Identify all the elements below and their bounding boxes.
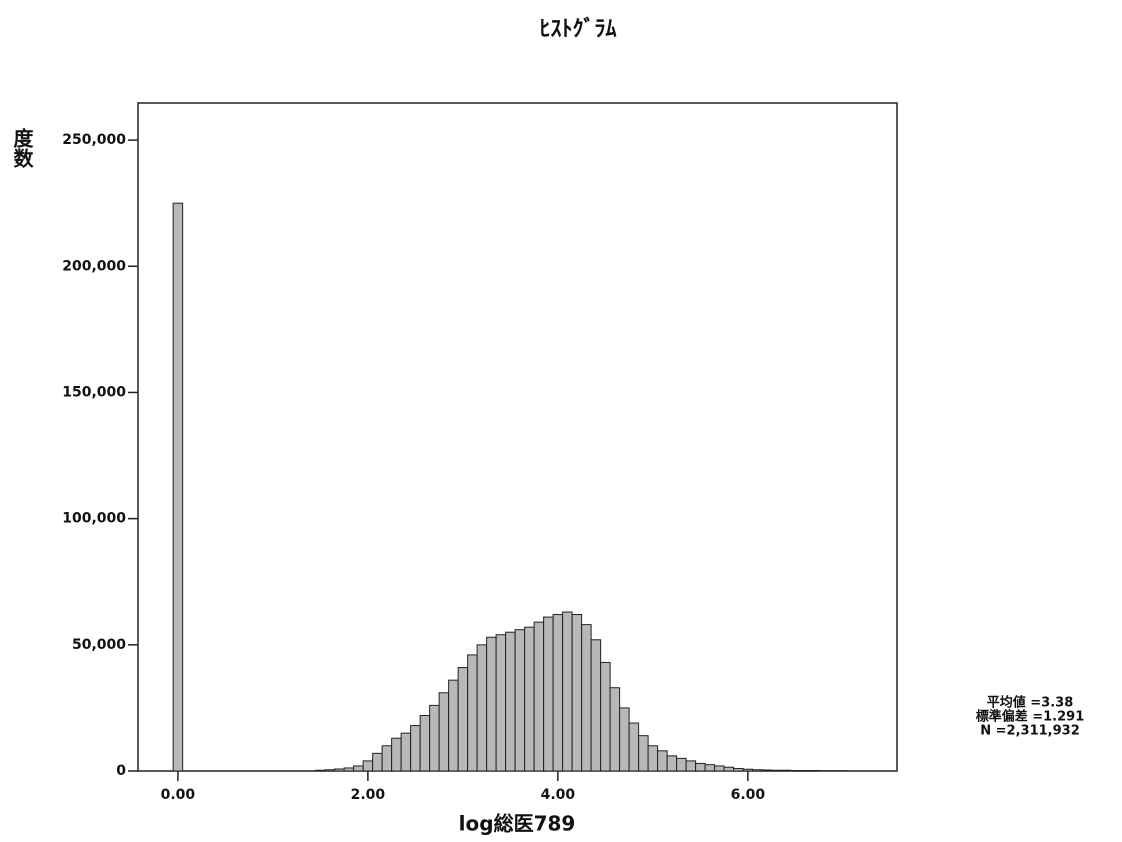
bar	[724, 767, 733, 771]
bar	[449, 680, 458, 771]
bar	[344, 768, 353, 771]
chart-title: ﾋｽﾄｸﾞﾗﾑ	[539, 16, 616, 42]
bar	[734, 768, 743, 771]
bar	[477, 645, 486, 771]
bar	[487, 637, 496, 771]
bar	[392, 738, 401, 771]
x-tick-label: 4.00	[541, 787, 576, 803]
x-tick-label: 0.00	[161, 787, 196, 803]
bar	[591, 640, 600, 771]
stats-line: 標準偏差 =1.291	[976, 709, 1085, 725]
bar	[743, 769, 752, 771]
bar	[515, 630, 524, 771]
y-tick-label: 100,000	[62, 511, 126, 527]
bar	[791, 770, 800, 771]
bar	[582, 625, 591, 771]
bar	[686, 761, 695, 771]
bar	[715, 766, 724, 771]
bar	[620, 708, 629, 771]
bar	[544, 617, 553, 771]
bar	[753, 770, 762, 771]
bar	[439, 693, 448, 771]
bar	[658, 751, 667, 771]
bar	[781, 770, 790, 771]
bar	[316, 770, 325, 771]
y-tick-label: 0	[116, 763, 126, 779]
bar	[335, 769, 344, 771]
bar	[639, 736, 648, 771]
bar	[325, 770, 334, 771]
bar	[468, 655, 477, 771]
bar	[601, 662, 610, 771]
bar	[572, 615, 581, 771]
stats-line: 平均値 =3.38	[987, 695, 1074, 711]
bar	[363, 761, 372, 771]
bar	[458, 668, 467, 771]
y-tick-label: 250,000	[62, 132, 126, 148]
bar	[629, 723, 638, 771]
bar	[677, 758, 686, 771]
x-axis-label: log総医789	[459, 812, 576, 836]
x-tick-label: 6.00	[731, 787, 766, 803]
y-tick-label: 150,000	[62, 384, 126, 400]
bar	[667, 756, 676, 771]
y-axis-label: 度数	[10, 127, 34, 169]
bar	[553, 615, 562, 771]
y-tick-label: 200,000	[62, 258, 126, 274]
bar	[534, 622, 543, 771]
bar	[696, 763, 705, 771]
bar	[705, 765, 714, 771]
bar	[354, 766, 363, 771]
bar	[373, 753, 382, 771]
bar	[382, 746, 391, 771]
bar	[411, 726, 420, 771]
bar	[810, 770, 819, 771]
x-tick-label: 2.00	[351, 787, 386, 803]
bar	[772, 770, 781, 771]
bar	[420, 715, 429, 771]
bar	[496, 635, 505, 771]
bar	[173, 203, 182, 771]
bar	[648, 746, 657, 771]
bar	[800, 770, 809, 771]
y-tick-label: 50,000	[72, 637, 126, 653]
bar	[762, 770, 771, 771]
stats-line: N =2,311,932	[980, 724, 1080, 739]
bar	[525, 627, 534, 771]
bar	[430, 705, 439, 771]
bar	[401, 733, 410, 771]
bar	[506, 632, 515, 771]
bar	[563, 612, 572, 771]
bar	[610, 688, 619, 771]
